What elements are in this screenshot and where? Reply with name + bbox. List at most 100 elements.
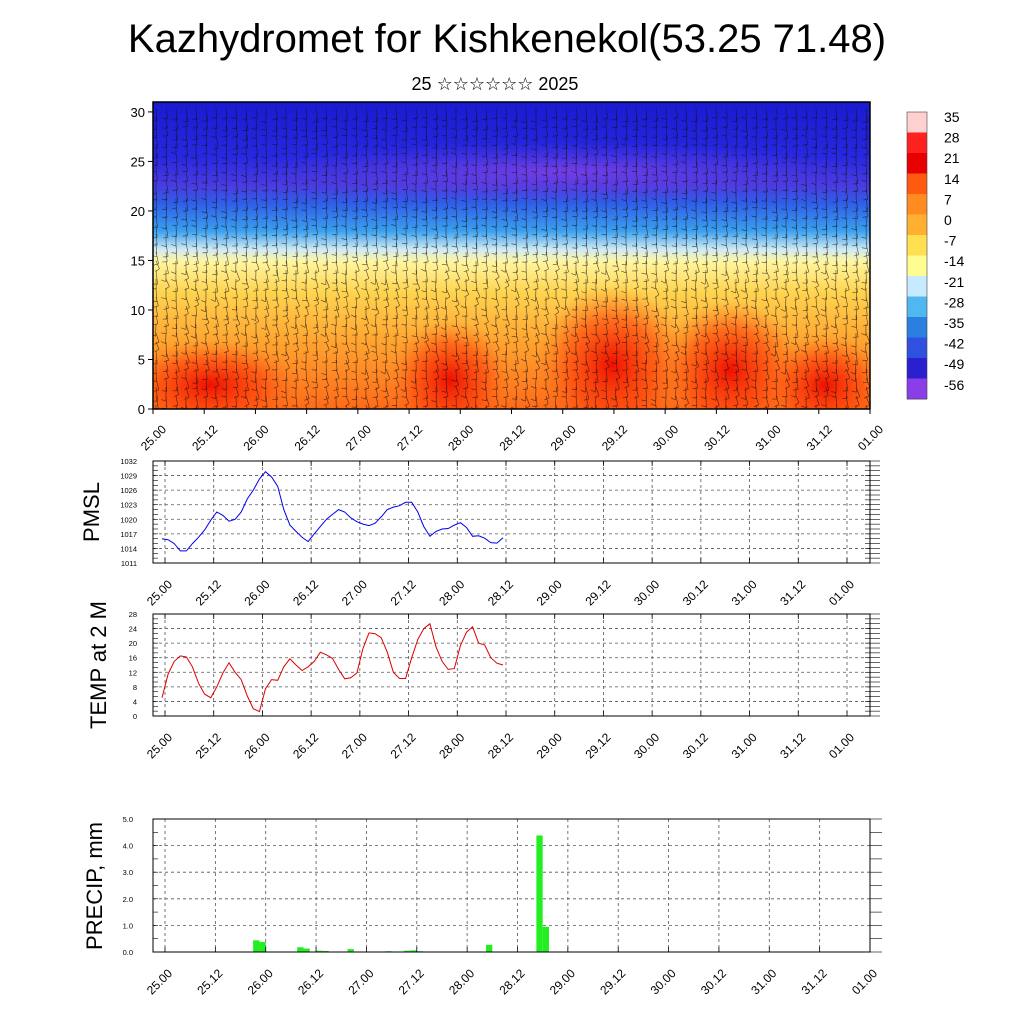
x-tick-label: 25.12 xyxy=(194,966,225,997)
y-tick-label: 1014 xyxy=(120,544,137,553)
precip-panel: 0.01.02.03.04.05.0 25.00 25.12 26.00 26.12 2… xyxy=(82,815,882,997)
colorbar-label: 21 xyxy=(944,150,960,166)
y-tick-label: 20 xyxy=(129,639,137,648)
precip-bar xyxy=(316,950,323,952)
pmsl-grid xyxy=(153,460,870,564)
x-tick-label: 25.12 xyxy=(193,577,224,608)
colorbar-swatch xyxy=(907,358,927,379)
x-tick-label: 26.00 xyxy=(241,730,272,761)
y-tick-label: 2.0 xyxy=(123,895,133,904)
x-tick-label: 31.12 xyxy=(804,422,835,453)
x-tick-label: 30.00 xyxy=(648,966,679,997)
x-tick-label: 01.00 xyxy=(855,422,886,453)
y-tick-label: 4.0 xyxy=(123,842,133,851)
x-tick-label: 29.12 xyxy=(582,577,613,608)
colorbar-swatch xyxy=(907,296,927,318)
x-tick-label: 25.00 xyxy=(144,577,175,608)
y-tick-label: 1011 xyxy=(121,559,137,568)
x-tick-label: 27.00 xyxy=(339,577,370,608)
precip-bar xyxy=(303,948,310,952)
x-tick-label: 30.00 xyxy=(650,422,681,453)
x-tick-label: 31.00 xyxy=(753,422,784,453)
warm-core xyxy=(537,285,687,409)
x-tick-label: 27.00 xyxy=(343,422,374,453)
x-tick-label: 01.00 xyxy=(849,966,880,997)
x-tick-label: 27.12 xyxy=(394,422,425,453)
x-tick-label: 31.00 xyxy=(748,966,779,997)
precip-bar xyxy=(542,926,549,952)
colorbar-label: -42 xyxy=(944,336,964,352)
precip-bar xyxy=(297,947,304,952)
x-tick-label: 30.12 xyxy=(680,577,711,608)
y-tick-label: 30 xyxy=(131,105,145,120)
x-tick-label: 30.12 xyxy=(680,730,711,761)
colorbar-label: 7 xyxy=(944,191,952,207)
y-tick-label: 0.0 xyxy=(123,948,133,957)
y-tick-label: 8 xyxy=(133,683,137,692)
cross-section-x-axis: 25.00 25.12 26.00 26.12 27.00 27.12 28.00 28.12… xyxy=(138,409,886,453)
chart-subtitle: 25 ☆☆☆☆☆☆ 2025 xyxy=(411,74,579,94)
colorbar-swatch xyxy=(907,112,927,133)
precip-ylabel: PRECIP, mm xyxy=(82,822,107,950)
cross-section-panel: 0 5 10 15 20 25 30 25.00 25.12 26.00 26.12 27.00 27… xyxy=(131,101,964,453)
y-tick-label: 10 xyxy=(131,303,145,318)
y-tick-label: 25 xyxy=(131,154,145,169)
y-tick-label: 20 xyxy=(131,204,145,219)
pmsl-series-line xyxy=(161,470,504,552)
precip-bar xyxy=(536,835,543,952)
pmsl-ylabel: PMSL xyxy=(79,482,104,542)
x-tick-label: 29.12 xyxy=(582,730,613,761)
x-tick-label: 30.12 xyxy=(701,422,732,453)
colorbar-swatch xyxy=(907,317,927,338)
colorbar-swatch xyxy=(907,132,927,154)
x-tick-label: 27.12 xyxy=(396,966,427,997)
colorbar-label: -14 xyxy=(944,253,964,269)
y-tick-label: 3.0 xyxy=(123,868,133,877)
x-tick-label: 26.00 xyxy=(240,422,271,453)
wind-barb-path xyxy=(153,107,870,409)
y-tick-label: 1020 xyxy=(120,515,137,524)
chart-title: Kazhydromet for Kishkenekol(53.25 71.48) xyxy=(127,17,887,61)
precip-bar xyxy=(486,944,493,952)
x-tick-label: 28.12 xyxy=(485,577,516,608)
colorbar-swatch xyxy=(907,173,927,195)
x-tick-label: 28.12 xyxy=(496,422,527,453)
colorbar-label: -28 xyxy=(944,294,964,310)
precip-bar xyxy=(347,949,354,952)
x-tick-label: 27.00 xyxy=(339,730,370,761)
colorbar-label: -21 xyxy=(944,274,964,290)
x-tick-label: 26.12 xyxy=(290,577,321,608)
wind-barbs xyxy=(153,107,870,409)
pmsl-x-axis: 25.00 25.12 26.00 26.12 27.00 27.12 28.00 28.12… xyxy=(144,461,857,608)
y-tick-label: 5 xyxy=(138,352,145,367)
y-tick-label: 1017 xyxy=(120,530,137,539)
warm-core xyxy=(390,320,510,409)
temp-ylabel: TEMP at 2 M xyxy=(86,601,111,729)
colorbar-label: 35 xyxy=(944,109,960,125)
x-tick-label: 29.00 xyxy=(547,966,578,997)
x-tick-label: 01.00 xyxy=(826,730,857,761)
y-tick-label: 5.0 xyxy=(123,815,133,824)
colorbar-swatch xyxy=(907,214,927,236)
precip-y-axis: 0.0 1.0 2.0 3.0 4.0 5.0 xyxy=(123,815,882,957)
pmsl-y-axis: 1011 1014 1017 1020 1023 1026 1029 1032 xyxy=(120,457,880,568)
cross-section-y-axis: 0 5 10 15 20 25 30 xyxy=(131,105,153,417)
x-tick-label: 30.00 xyxy=(631,577,662,608)
x-tick-label: 26.00 xyxy=(245,966,276,997)
y-tick-label: 1032 xyxy=(120,457,137,466)
cold-core xyxy=(260,142,860,202)
colorbar: 35 28 21 14 7 0 -7 -14 -21 -28 -35 -42 -49 -56 xyxy=(906,109,964,400)
x-tick-label: 26.12 xyxy=(295,966,326,997)
warm-core xyxy=(765,335,870,409)
y-tick-label: 1.0 xyxy=(123,921,133,930)
colorbar-label: 28 xyxy=(944,130,960,146)
x-tick-label: 27.12 xyxy=(388,577,419,608)
x-tick-label: 28.00 xyxy=(436,577,467,608)
precip-bar xyxy=(259,941,266,952)
warm-core xyxy=(660,300,800,409)
colorbar-swatch xyxy=(907,337,927,359)
precip-grid xyxy=(153,818,871,953)
y-tick-label: 1023 xyxy=(120,501,137,510)
